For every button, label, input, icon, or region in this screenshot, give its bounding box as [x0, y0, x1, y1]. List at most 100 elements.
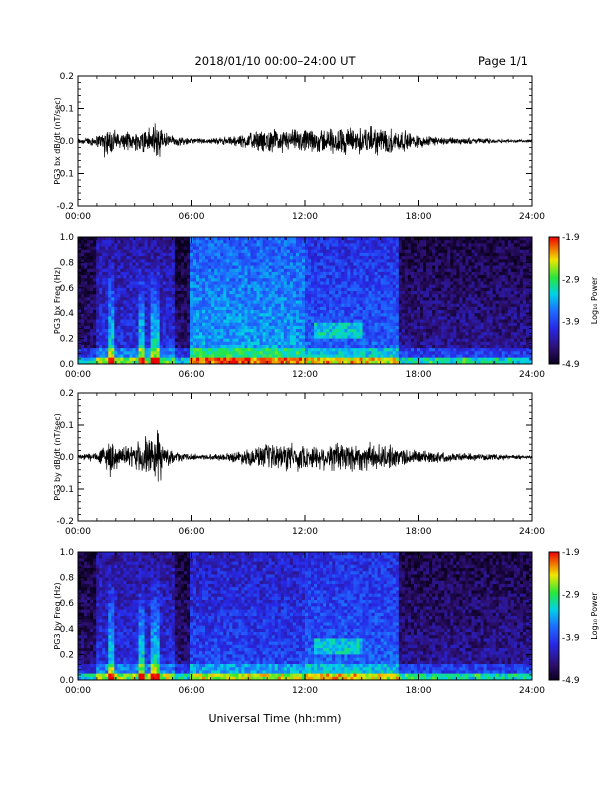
- spectrogram-cell: [220, 316, 224, 320]
- spectrogram-cell: [123, 338, 127, 343]
- spectrogram-cell: [199, 249, 203, 254]
- spectrogram-cell: [256, 319, 260, 324]
- spectrogram-cell: [162, 316, 167, 320]
- spectrogram-cell: [338, 344, 342, 349]
- spectrogram-cell: [401, 310, 406, 314]
- spectrogram-cell: [223, 281, 227, 286]
- spectrogram-cell: [202, 351, 206, 355]
- spectrogram-cell: [301, 252, 306, 257]
- spectrogram-cell: [338, 284, 342, 289]
- spectrogram-cell: [177, 344, 182, 349]
- spectrogram-cell: [165, 287, 170, 292]
- spectrogram-cell: [129, 290, 133, 295]
- spectrogram-cell: [289, 237, 294, 241]
- spectrogram-cell: [404, 306, 409, 311]
- spectrogram-cell: [111, 278, 115, 282]
- spectrogram-cell: [386, 265, 391, 270]
- spectrogram-cell: [289, 329, 294, 333]
- spectrogram-cell: [271, 313, 276, 317]
- spectrogram-cell: [392, 240, 397, 244]
- spectrogram-cell: [159, 354, 164, 359]
- spectrogram-cell: [335, 294, 339, 298]
- spectrogram-cell: [350, 271, 354, 276]
- spectrogram-cell: [398, 252, 403, 257]
- spectrogram-cell: [413, 300, 418, 305]
- spectrogram-cell: [413, 243, 418, 247]
- spectrogram-cell: [126, 357, 130, 362]
- spectrogram-cell: [126, 344, 130, 349]
- spectrogram-cell: [138, 262, 142, 266]
- spectrogram-cell: [323, 284, 327, 289]
- spectrogram-cell: [338, 351, 342, 355]
- spectrogram-cell: [156, 246, 161, 251]
- spectrogram-cell: [120, 332, 124, 336]
- spectrogram-cell: [314, 268, 318, 273]
- spectrogram-cell: [277, 294, 282, 298]
- spectrogram-cell: [211, 259, 215, 263]
- spectrogram-cell: [117, 297, 121, 301]
- spectrogram-cell: [444, 344, 448, 349]
- spectrogram-cell: [226, 240, 230, 244]
- spectrogram-cell: [135, 278, 139, 282]
- spectrogram-cell: [211, 332, 215, 336]
- spectrogram-cell: [265, 348, 270, 352]
- spectrogram-cell: [147, 357, 152, 362]
- spectrogram-cell: [438, 256, 442, 260]
- spectrogram-cell: [392, 354, 397, 359]
- spectrogram-cell: [247, 325, 251, 330]
- spectrogram-cell: [129, 335, 133, 339]
- spectrogram-cell: [208, 284, 212, 289]
- spectrogram-cell: [292, 329, 297, 333]
- spectrogram-cell: [129, 240, 133, 244]
- spectrogram-cell: [286, 281, 291, 286]
- spectrogram-cell: [120, 351, 124, 355]
- spectrogram-cell: [317, 300, 321, 305]
- spectrogram-cell: [87, 271, 91, 276]
- spectrogram-cell: [81, 290, 85, 295]
- spectrogram-cell: [244, 243, 248, 247]
- spectrogram-cell: [426, 249, 430, 254]
- spectrogram-cell: [241, 275, 245, 279]
- spectrogram-cell: [295, 290, 300, 295]
- spectrogram-cell: [126, 325, 130, 330]
- spectrogram-cell: [283, 243, 288, 247]
- spectrogram-cell: [120, 290, 124, 295]
- spectrogram-cell: [202, 329, 206, 333]
- spectrogram-cell: [292, 325, 297, 330]
- spectrogram-cell: [295, 287, 300, 292]
- spectrogram-cell: [105, 344, 109, 349]
- spectrogram-cell: [362, 275, 366, 279]
- spectrogram-cell: [186, 275, 191, 279]
- spectrogram-cell: [90, 329, 94, 333]
- spectrogram-cell: [159, 275, 164, 279]
- spectrogram-cell: [205, 252, 209, 257]
- spectrogram-cell: [90, 275, 94, 279]
- spectrogram-cell: [341, 287, 345, 292]
- spectrogram-cell: [120, 344, 124, 349]
- spectrogram-cell: [111, 290, 115, 295]
- spectrogram-cell: [280, 243, 285, 247]
- spectrogram-cell: [96, 344, 100, 349]
- spectrogram-cell: [90, 278, 94, 282]
- spectrogram-cell: [211, 278, 215, 282]
- spectrogram-cell: [377, 306, 382, 311]
- spectrogram-cell: [141, 332, 145, 336]
- spectrogram-cell: [259, 329, 264, 333]
- spectrogram-cell: [338, 341, 342, 346]
- spectrogram-cell: [138, 338, 142, 343]
- spectrogram-cell: [398, 262, 403, 266]
- spectrogram-cell: [365, 360, 369, 365]
- spectrogram-cell: [220, 332, 224, 336]
- spectrogram-cell: [105, 360, 109, 365]
- spectrogram-cell: [129, 271, 133, 276]
- spectrogram-cell: [274, 329, 279, 333]
- spectrogram-cell: [305, 278, 309, 282]
- spectrogram-cell: [232, 271, 236, 276]
- spectrogram-cell: [429, 360, 433, 365]
- spectrogram-cell: [189, 310, 194, 314]
- spectrogram-cell: [93, 271, 97, 276]
- spectrogram-cell: [377, 325, 382, 330]
- spectrogram-cell: [138, 271, 142, 276]
- spectrogram-cell: [217, 256, 221, 260]
- spectrogram-cell: [362, 271, 366, 276]
